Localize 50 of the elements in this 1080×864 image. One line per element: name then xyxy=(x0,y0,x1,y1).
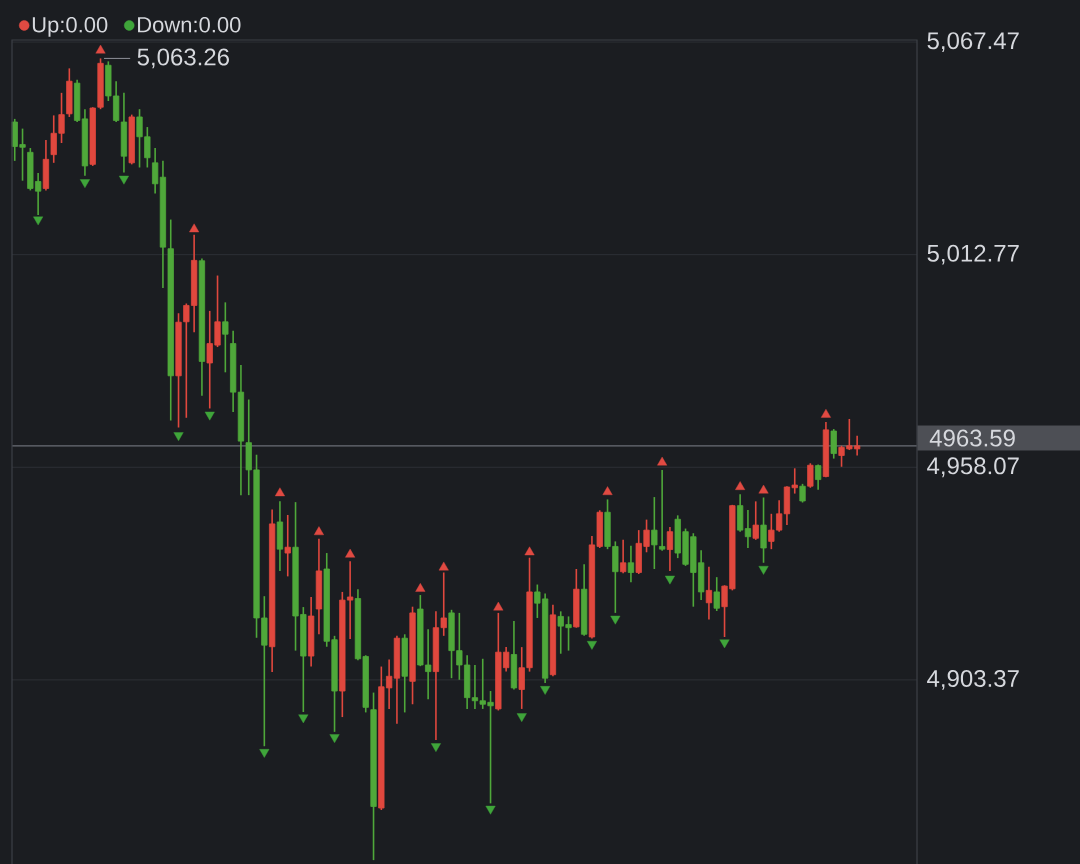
point xyxy=(173,432,184,441)
candlestick xyxy=(815,463,822,491)
point xyxy=(430,743,441,752)
candlestick xyxy=(627,544,635,583)
legend-label: Down:0.00 xyxy=(138,16,241,33)
point xyxy=(493,601,504,611)
point xyxy=(189,223,200,233)
point xyxy=(602,486,613,495)
point xyxy=(758,484,769,494)
candlestick xyxy=(659,469,666,552)
candlestick xyxy=(799,483,806,504)
y-tick-label: 4,903.37 xyxy=(927,669,1019,690)
point xyxy=(735,481,746,490)
candlestick xyxy=(705,565,713,621)
legend-label: Up:0.00 xyxy=(32,16,108,37)
y-tick-label: 5,012.77 xyxy=(927,244,1019,265)
point xyxy=(516,713,527,722)
candlestick xyxy=(807,462,814,489)
candlestick xyxy=(760,496,767,564)
point xyxy=(298,714,309,724)
point xyxy=(719,639,730,649)
candlestick xyxy=(620,539,627,575)
point xyxy=(758,566,769,575)
point xyxy=(345,548,356,558)
point xyxy=(664,575,675,585)
annotation: 5,063.26 xyxy=(137,48,229,69)
point xyxy=(524,546,535,556)
point xyxy=(329,734,340,743)
candlestick xyxy=(752,500,759,541)
point xyxy=(274,487,285,497)
y-tick-label: 4,958.07 xyxy=(927,457,1019,478)
ref-line-label: 4963.59 xyxy=(929,429,1015,447)
point xyxy=(586,641,597,650)
candlestick xyxy=(222,301,229,374)
point xyxy=(485,805,496,815)
point xyxy=(540,686,551,695)
point xyxy=(259,749,270,758)
point xyxy=(610,615,621,625)
candlestick xyxy=(830,428,837,460)
point xyxy=(438,561,449,571)
candlestick xyxy=(666,526,674,572)
candlestick xyxy=(284,514,291,578)
point xyxy=(415,583,426,592)
candlestick xyxy=(651,496,658,570)
point xyxy=(820,408,831,418)
candlestick xyxy=(713,576,720,612)
point xyxy=(313,526,324,536)
point xyxy=(657,456,668,466)
point xyxy=(95,44,106,54)
y-tick-label: 5,067.47 xyxy=(927,32,1019,52)
